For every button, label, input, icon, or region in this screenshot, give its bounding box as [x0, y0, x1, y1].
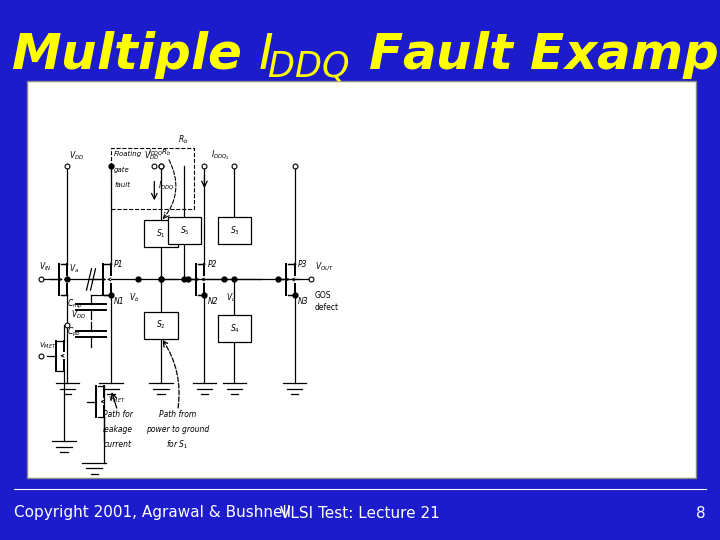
Text: $V_a$: $V_a$: [69, 262, 79, 275]
Bar: [217, 315, 251, 342]
Text: $S_5$: $S_5$: [179, 224, 189, 237]
Text: $C_{pb}$: $C_{pb}$: [68, 326, 81, 339]
Text: $V_{DD}$: $V_{DD}$: [144, 150, 160, 162]
Text: $I_{DDQ}R_b$: $I_{DDQ}R_b$: [148, 147, 171, 158]
Text: $S_4$: $S_4$: [230, 322, 240, 335]
Text: $V_{MET}$: $V_{MET}$: [39, 341, 56, 351]
Bar: [217, 217, 251, 244]
Text: Multiple $\mathit{I}_{\!\mathit{DDQ}}$ Fault Example: Multiple $\mathit{I}_{\!\mathit{DDQ}}$ F…: [11, 30, 720, 84]
Text: $V_{OUT}$: $V_{OUT}$: [315, 261, 333, 273]
Text: VLSI Test: Lecture 21: VLSI Test: Lecture 21: [280, 505, 440, 521]
Text: $S_2$: $S_2$: [156, 319, 166, 332]
Text: Path for: Path for: [103, 410, 132, 419]
Text: $C_{mp}$: $C_{mp}$: [68, 298, 83, 312]
Text: $V_c$: $V_c$: [226, 292, 236, 304]
Text: $V_{DD}$: $V_{DD}$: [71, 308, 86, 321]
Text: GOS: GOS: [315, 291, 331, 300]
Text: $V_{MET}$: $V_{MET}$: [107, 395, 125, 405]
Text: fault: fault: [114, 182, 130, 188]
Text: $I_{DDQ}$: $I_{DDQ}$: [158, 179, 174, 192]
Text: P1: P1: [114, 260, 124, 269]
Text: N2: N2: [208, 297, 218, 306]
Bar: [144, 312, 178, 339]
Text: current: current: [104, 440, 132, 449]
Text: $V_{IN}$: $V_{IN}$: [39, 261, 52, 273]
Text: Path from: Path from: [159, 410, 197, 419]
Text: Floating: Floating: [114, 151, 143, 157]
Text: defect: defect: [315, 303, 339, 312]
Text: $V_{DD}$: $V_{DD}$: [69, 150, 84, 162]
Text: 8: 8: [696, 505, 706, 521]
Text: $S_1$: $S_1$: [156, 227, 166, 240]
Bar: [144, 220, 178, 247]
FancyBboxPatch shape: [27, 81, 696, 478]
Text: $S_3$: $S_3$: [230, 224, 240, 237]
Text: power to ground: power to ground: [146, 425, 210, 434]
Text: $R_b$: $R_b$: [178, 133, 188, 146]
Text: Copyright 2001, Agrawal & Bushnell: Copyright 2001, Agrawal & Bushnell: [14, 505, 292, 521]
Text: leakage: leakage: [102, 425, 132, 434]
Text: $I_{DDQ_2}$: $I_{DDQ_2}$: [211, 148, 230, 162]
Text: P2: P2: [208, 260, 217, 269]
Bar: [168, 217, 201, 244]
Text: N1: N1: [114, 297, 125, 306]
Text: gate: gate: [114, 166, 130, 173]
Text: P3: P3: [298, 260, 307, 269]
Bar: [111, 148, 194, 209]
Text: $V_b$: $V_b$: [129, 292, 140, 304]
Text: N3: N3: [298, 297, 309, 306]
Text: for $S_1$: for $S_1$: [166, 438, 189, 451]
